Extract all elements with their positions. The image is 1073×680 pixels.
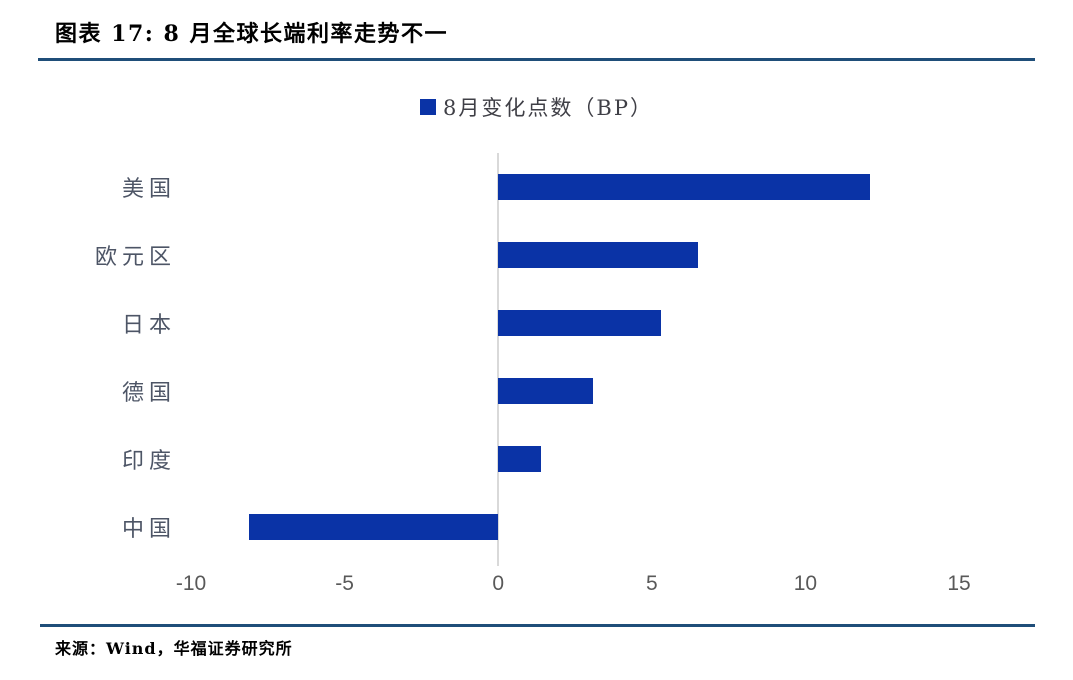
x-tick-label: 10 <box>793 572 818 595</box>
category-label: 印度 <box>121 449 176 474</box>
footer-rule <box>40 624 1035 627</box>
x-tick-label: 15 <box>947 572 971 595</box>
legend-label: 8月变化点数（BP） <box>443 96 653 120</box>
x-tick-label: 5 <box>645 572 658 595</box>
x-tick-label: -5 <box>335 572 354 595</box>
category-label: 美国 <box>121 177 176 202</box>
x-tick-label: -10 <box>175 572 207 595</box>
category-label: 欧元区 <box>94 245 176 270</box>
plot-area <box>191 153 959 566</box>
bar <box>498 242 698 268</box>
bar <box>498 310 661 336</box>
title-rule <box>38 58 1035 61</box>
category-label: 中国 <box>121 517 176 542</box>
x-tick-label: 0 <box>492 572 505 595</box>
figure-title: 图表 17: 8 月全球长端利率走势不一 <box>55 21 449 47</box>
bar <box>249 514 499 540</box>
source-note: 来源：Wind，华福证券研究所 <box>55 639 293 658</box>
legend: 8月变化点数（BP） <box>0 92 1073 122</box>
bar <box>498 378 594 404</box>
legend-swatch-icon <box>420 99 437 115</box>
category-label: 日本 <box>121 313 176 338</box>
category-label: 德国 <box>121 381 176 406</box>
bar <box>498 174 870 200</box>
x-axis: -10 -5 0 5 10 15 <box>176 572 971 602</box>
bar <box>498 446 542 472</box>
zero-axis-line <box>497 153 500 566</box>
category-axis: 美国欧元区日本德国印度中国 <box>0 153 176 561</box>
